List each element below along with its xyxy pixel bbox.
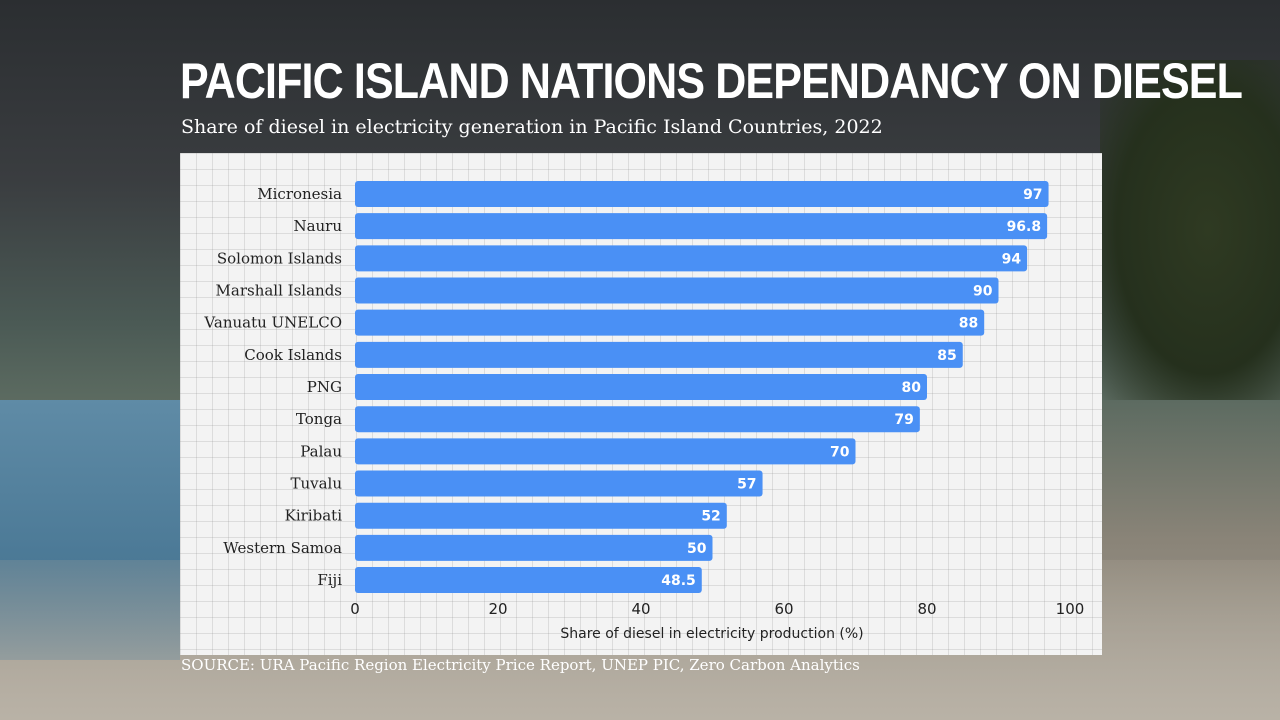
category-label: Vanuatu UNELCO [203,314,342,332]
bar [355,245,1028,272]
data-label: 85 [937,348,956,364]
data-label: 80 [902,380,922,396]
category-label: Tonga [296,410,342,428]
data-label: 90 [973,284,993,300]
category-label: Marshall Islands [216,282,342,300]
subtitle: Share of diesel in electricity generatio… [181,116,883,138]
x-tick-label: 80 [917,600,936,618]
data-label: 94 [1002,251,1022,267]
category-label: Solomon Islands [217,249,342,267]
source-note: SOURCE: URA Pacific Region Electricity P… [181,656,860,674]
page-title: PACIFIC ISLAND NATIONS DEPENDANCY ON DIE… [180,53,1243,109]
bar [355,438,856,465]
category-label: PNG [307,378,342,396]
bar [355,534,713,561]
bar [355,406,920,433]
bar [355,277,999,304]
category-label: Fiji [317,571,342,589]
x-tick-label: 20 [488,600,507,618]
x-axis-label: Share of diesel in electricity productio… [560,626,863,642]
bar [355,341,963,368]
data-label: 48.5 [661,573,696,589]
category-label: Kiribati [285,507,343,525]
bar [355,567,702,594]
data-label: 97 [1023,187,1042,203]
data-label: 88 [959,316,978,332]
x-tick-label: 60 [774,600,793,618]
bar [355,213,1048,240]
category-label: Western Samoa [223,539,342,557]
trees-background [1100,60,1280,400]
data-label: 50 [687,541,707,557]
category-label: Palau [300,442,342,460]
category-label: Micronesia [257,185,342,203]
x-tick-label: 40 [631,600,650,618]
x-tick-label: 0 [350,600,360,618]
data-label: 52 [701,509,720,525]
x-tick-label: 100 [1056,600,1085,618]
data-label: 96.8 [1007,219,1042,235]
bar [355,181,1049,207]
bar [355,374,927,401]
category-label: Nauru [293,217,342,235]
data-label: 70 [830,444,850,460]
category-label: Cook Islands [244,346,342,364]
category-label: Tuvalu [290,475,342,493]
data-label: 57 [737,477,756,493]
bar [355,502,727,529]
bar [355,309,985,336]
bar [355,470,763,497]
data-label: 79 [894,412,913,428]
